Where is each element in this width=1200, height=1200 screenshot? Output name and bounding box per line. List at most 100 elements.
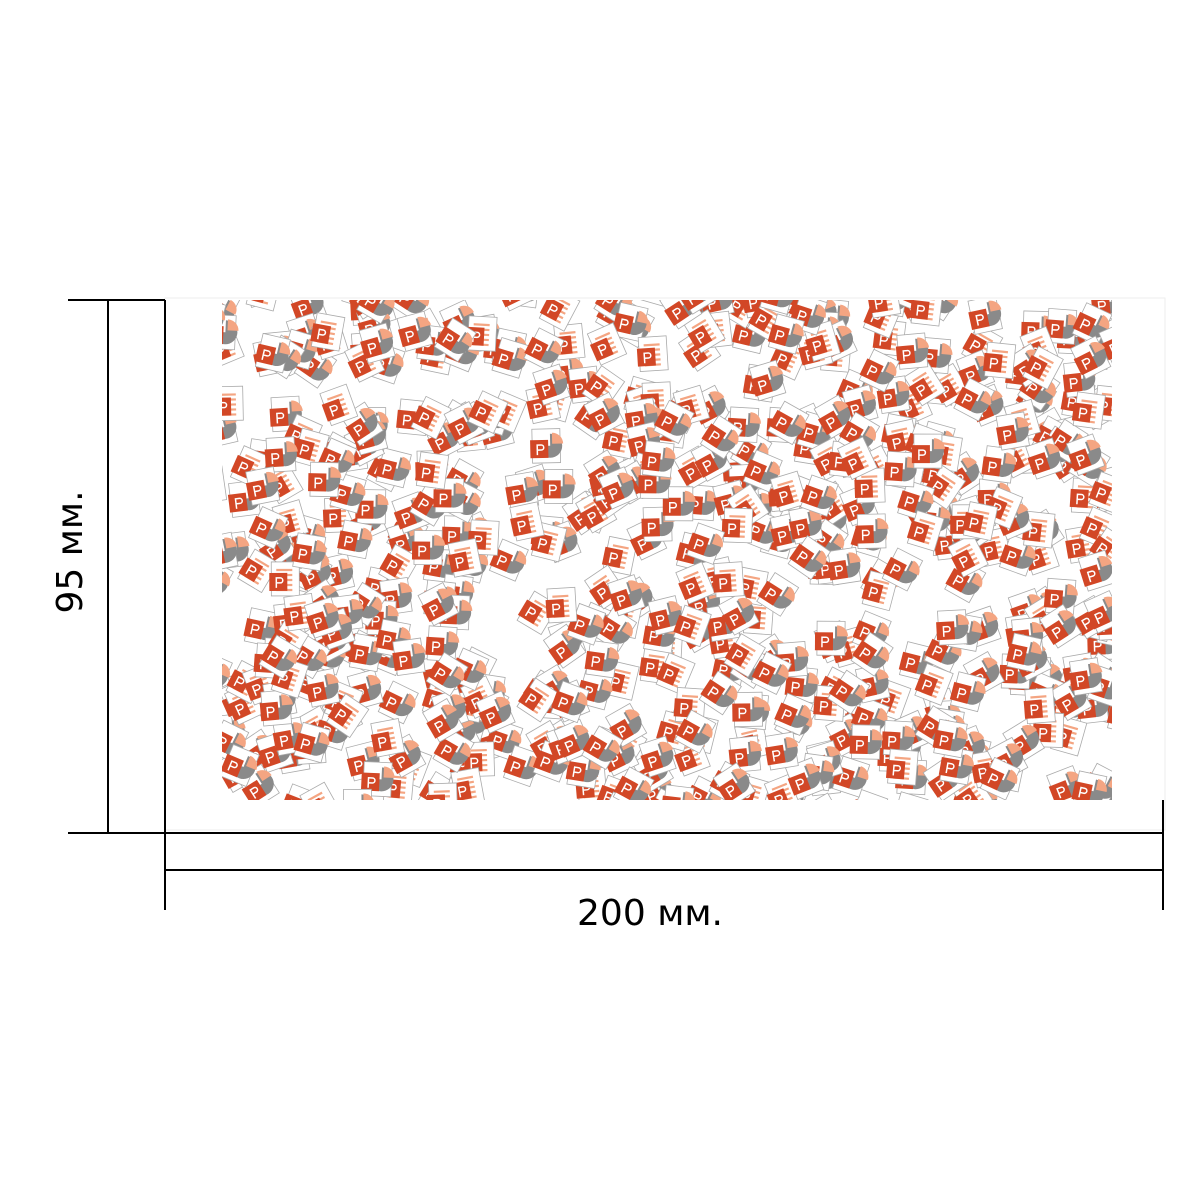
icon-badge [360, 336, 383, 360]
icon-letter [1039, 728, 1048, 739]
file-icon [647, 595, 684, 636]
file-icon [756, 571, 800, 617]
icon-letter [940, 385, 950, 398]
icon-badge [478, 705, 503, 730]
icon-line [912, 371, 927, 383]
icon-pie-slice [848, 552, 861, 564]
icon-page [635, 300, 673, 307]
icon-letter [958, 555, 968, 569]
icon-letter [1097, 300, 1106, 312]
icon-pie-slice [878, 622, 890, 637]
icon-letter [669, 502, 678, 513]
icon-page [849, 788, 889, 800]
icon-badge [410, 490, 436, 516]
icon-badge [532, 750, 557, 774]
icon-pie-slice [833, 400, 849, 412]
file-icon [222, 465, 228, 504]
icon-pie-slice [839, 304, 851, 317]
icon-pie-slice [826, 746, 841, 758]
icon-letter [265, 751, 274, 764]
icon-badge [530, 439, 549, 459]
icon-pie-slice [337, 614, 352, 626]
icon-pie-slice [783, 586, 795, 602]
icon-badge [589, 337, 614, 362]
icon-badge [257, 745, 281, 769]
icon-pie-slice [800, 704, 811, 720]
icon-letter [546, 303, 558, 314]
icon-letter [962, 794, 972, 800]
icon-letter [883, 393, 892, 406]
icon-letter [616, 725, 626, 738]
icon-letter [690, 791, 702, 800]
icon-badge [757, 580, 783, 606]
icon-letter [861, 529, 870, 541]
icon-letter [647, 756, 657, 769]
file-icon [712, 762, 756, 800]
icon-badge [378, 689, 403, 715]
icon-pie-slice [1107, 776, 1112, 792]
file-icon [607, 574, 646, 617]
icon-pie-slice [371, 596, 383, 612]
icon-line [395, 552, 411, 563]
file-icon [504, 471, 540, 511]
icon-pie-slice [343, 449, 355, 465]
icon-letter [471, 331, 481, 343]
file-icon [885, 748, 919, 786]
file-icon [222, 531, 239, 572]
icon-letter [594, 414, 604, 427]
icon-pie-slice [400, 456, 412, 471]
icon-pie-slice [833, 533, 845, 549]
icon-badge [817, 410, 843, 436]
file-icon [1106, 694, 1112, 735]
icon-badge [898, 651, 921, 674]
height-label: 95 мм. [50, 490, 91, 613]
icon-line [473, 323, 490, 327]
file-icon [360, 761, 395, 798]
icon-pie-slice [286, 441, 298, 453]
icon-letter [616, 595, 626, 607]
icon-letter [755, 313, 767, 324]
icon-pie-slice [749, 412, 761, 424]
file-icon [566, 602, 607, 646]
icon-line [958, 781, 973, 793]
icon-line [694, 275, 710, 283]
icon-letter [564, 740, 574, 753]
icon-letter [978, 767, 987, 780]
icon-letter [915, 384, 925, 397]
icon-letter [439, 493, 448, 505]
file-icon [463, 741, 496, 778]
file-icon [636, 335, 669, 372]
icon-letter [300, 738, 311, 750]
icon-badge [392, 300, 417, 311]
file-icon [575, 489, 618, 534]
icon-line [643, 343, 660, 347]
icon-badge [968, 308, 990, 330]
file-icon [841, 384, 879, 426]
file-icon [773, 692, 814, 736]
icon-pie-slice [941, 343, 953, 355]
icon-letter [889, 563, 901, 574]
icon-letter [748, 300, 758, 310]
icon-pie-slice [898, 286, 911, 299]
icon-letter [496, 554, 507, 566]
file-icon [814, 620, 849, 656]
icon-letter [781, 708, 792, 720]
icon-letter [382, 463, 392, 475]
icon-pie-slice [762, 283, 775, 296]
file-icon [222, 557, 234, 603]
icon-badge [750, 374, 773, 397]
icon-letter [820, 458, 830, 472]
icon-badge [1044, 319, 1064, 339]
icon-badge [227, 697, 252, 722]
icon-letter [634, 441, 643, 453]
file-icon [881, 547, 924, 592]
icon-pie-slice [364, 277, 379, 292]
icon-letter [401, 512, 410, 525]
icon-line [245, 454, 261, 463]
icon-line [873, 578, 890, 585]
icon-page [802, 792, 846, 800]
icon-badge [982, 352, 1003, 373]
file-icon [542, 468, 576, 504]
icon-letter [728, 523, 737, 535]
icon-badge [1048, 780, 1073, 800]
